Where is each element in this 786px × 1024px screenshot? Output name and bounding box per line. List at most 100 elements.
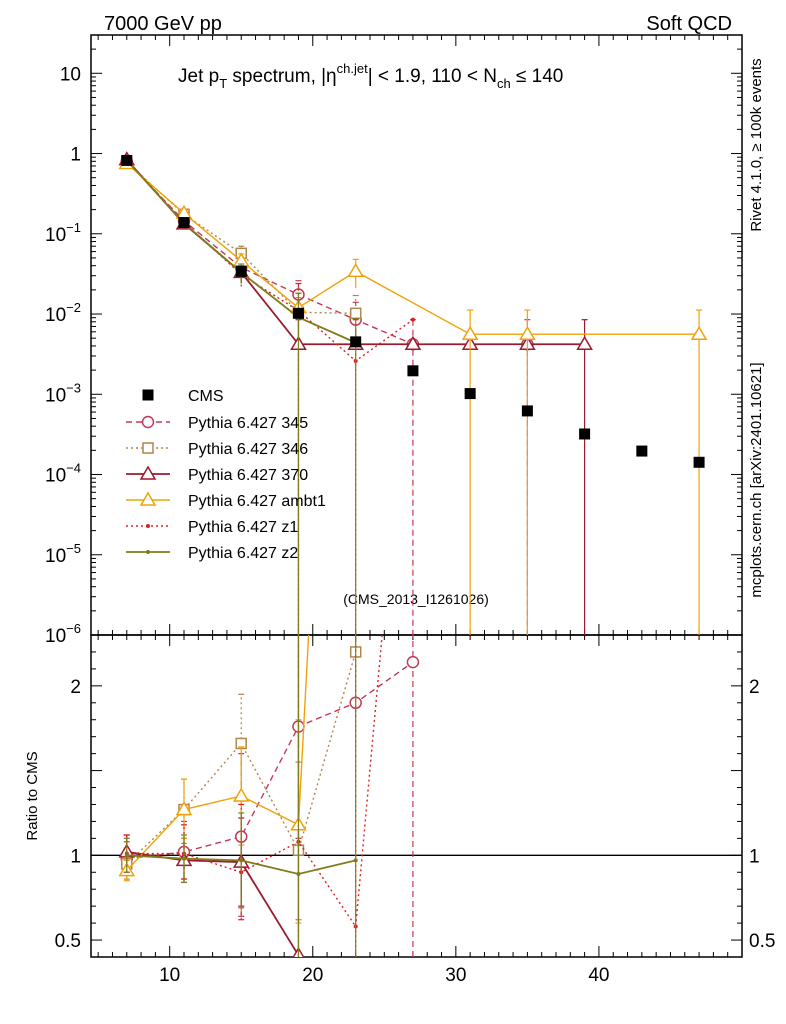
- y-tick-base: 10: [60, 64, 81, 85]
- y-tick-exponent: −3: [66, 380, 81, 395]
- y-tick-label: 10−2: [45, 300, 81, 326]
- ratio-panel-frame: [90, 634, 743, 958]
- series-2-legend-label: Pythia 6.427 370: [188, 467, 308, 484]
- series-0-ratio-line: [126, 661, 414, 860]
- y-tick-base: 10: [45, 305, 66, 326]
- cms-data-point: [292, 307, 304, 319]
- mcplots-label: mcplots.cern.ch [arXiv:2401.10621]: [748, 362, 765, 597]
- series-3-point: [519, 325, 536, 340]
- chart-title-sub1: T: [219, 76, 227, 91]
- y-tick-exponent: −5: [66, 541, 81, 556]
- y-tick-label: 10−4: [45, 461, 81, 487]
- cms-data-point: [350, 336, 362, 348]
- y-tick-base: 10: [45, 385, 66, 406]
- series-3-legend-marker: [139, 491, 157, 506]
- ratio-tick-label: 2: [70, 677, 81, 698]
- series-0-legend-label: Pythia 6.427 345: [188, 415, 308, 432]
- ratio-tick-label: 1: [70, 846, 81, 867]
- legend: Pythia 6.427 345 Pythia 6.427 346 Pythia 6…: [126, 388, 326, 562]
- y-tick-exponent: −4: [66, 461, 81, 476]
- header-right-label: Soft QCD: [646, 13, 732, 35]
- ratio-tick-label: 0.5: [55, 931, 81, 952]
- series-4-point: [410, 317, 415, 322]
- rivet-version-label: Rivet 4.1.0, ≥ 100k events: [748, 58, 765, 231]
- chart-title-part2: spectrum, |η: [227, 66, 336, 87]
- cms-data-point: [693, 456, 705, 468]
- y-tick-label: 1: [70, 145, 81, 166]
- cms-legend-label: CMS: [188, 388, 224, 405]
- y-tick-base: 10: [45, 546, 66, 567]
- series-1-legend-marker: [142, 442, 154, 454]
- series-0-legend-marker: [141, 415, 155, 429]
- analysis-id-label: (CMS_2013_I1261026): [343, 591, 489, 607]
- cms-data-point: [521, 405, 533, 417]
- cms-data-point: [579, 428, 591, 440]
- series-5-ratio-point: [353, 858, 358, 863]
- y-tick-exponent: −1: [66, 220, 81, 235]
- series-5-ratio-point: [296, 871, 301, 876]
- chart-title-part1: Jet p: [178, 66, 219, 87]
- x-tick-label: 10: [159, 965, 180, 986]
- y-tick-label: 10−1: [45, 220, 81, 246]
- ratio-tick-label-right: 0.5: [749, 931, 775, 952]
- y-tick-exponent: −6: [66, 621, 81, 636]
- ratio-axis-label: Ratio to CMS: [24, 751, 41, 840]
- series-0-line: [126, 160, 528, 345]
- y-tick-base: 10: [45, 466, 66, 487]
- ratio-tick-label-right: 1: [749, 846, 760, 867]
- y-tick-base: 1: [70, 145, 81, 166]
- series-2-point: [576, 335, 593, 351]
- x-tick-label: 40: [588, 965, 609, 986]
- y-tick-base: 10: [45, 626, 66, 647]
- cms-data-point: [407, 365, 419, 377]
- y-tick-label: 10−6: [45, 621, 81, 647]
- cms-data-point: [235, 265, 247, 277]
- series-4-ratio-point: [411, 294, 415, 298]
- series-3-point: [690, 325, 708, 340]
- ratio-tick-label-right: 2: [749, 677, 760, 698]
- series-3-ratio-point: [232, 787, 250, 802]
- series-1-line: [126, 161, 356, 315]
- y-tick-base: 10: [45, 225, 66, 246]
- chart-title-part4: ≤ 140: [511, 66, 564, 87]
- cms-data-point: [464, 388, 476, 400]
- y-tick-label: 10−3: [45, 380, 81, 406]
- series-2-point: [404, 335, 422, 351]
- series-3-ratio-point: [175, 801, 193, 816]
- series-4-legend-marker: [146, 524, 150, 528]
- cms-data-point: [121, 154, 133, 166]
- cms-data-point: [636, 445, 648, 457]
- chart-title-part3: | < 1.9, 110 < N: [368, 66, 497, 87]
- series-1-point: [349, 307, 362, 320]
- series-3-point: [461, 325, 479, 340]
- series-3-line: [126, 163, 700, 335]
- series-4-legend-label: Pythia 6.427 z1: [188, 519, 298, 536]
- chart-title-sup2: ch.jet: [337, 61, 368, 76]
- cms-data-point: [178, 217, 190, 229]
- chart-title: Jet pT spectrum, |ηch.jet| < 1.9, 110 < …: [178, 61, 563, 91]
- main-series-group: [118, 151, 708, 635]
- y-tick-label: 10: [60, 64, 81, 85]
- series-5-ratio-point: [124, 853, 129, 858]
- header-left-label: 7000 GeV pp: [104, 13, 222, 35]
- cms-legend-marker: [142, 389, 154, 401]
- series-5-legend-marker: [146, 550, 150, 554]
- x-tick-label: 20: [302, 965, 323, 986]
- y-tick-label: 10−5: [45, 541, 81, 567]
- series-5-ratio-point: [182, 856, 186, 861]
- series-3-point: [347, 262, 364, 278]
- series-5-legend-label: Pythia 6.427 z2: [188, 545, 298, 562]
- series-3-legend-label: Pythia 6.427 ambt1: [188, 493, 326, 510]
- series-4-line: [126, 159, 414, 362]
- series-0-ratio-point: [406, 655, 420, 669]
- chart-title-sub3: ch: [497, 76, 511, 91]
- series-2-legend-marker: [139, 465, 157, 480]
- ratio-series-group: [118, 294, 420, 957]
- x-tick-label: 30: [445, 965, 466, 986]
- series-5-ratio-point: [239, 858, 244, 863]
- series-1-legend-label: Pythia 6.427 346: [188, 441, 308, 458]
- series-4-ratio-line: [126, 635, 383, 929]
- y-tick-exponent: −2: [66, 300, 81, 315]
